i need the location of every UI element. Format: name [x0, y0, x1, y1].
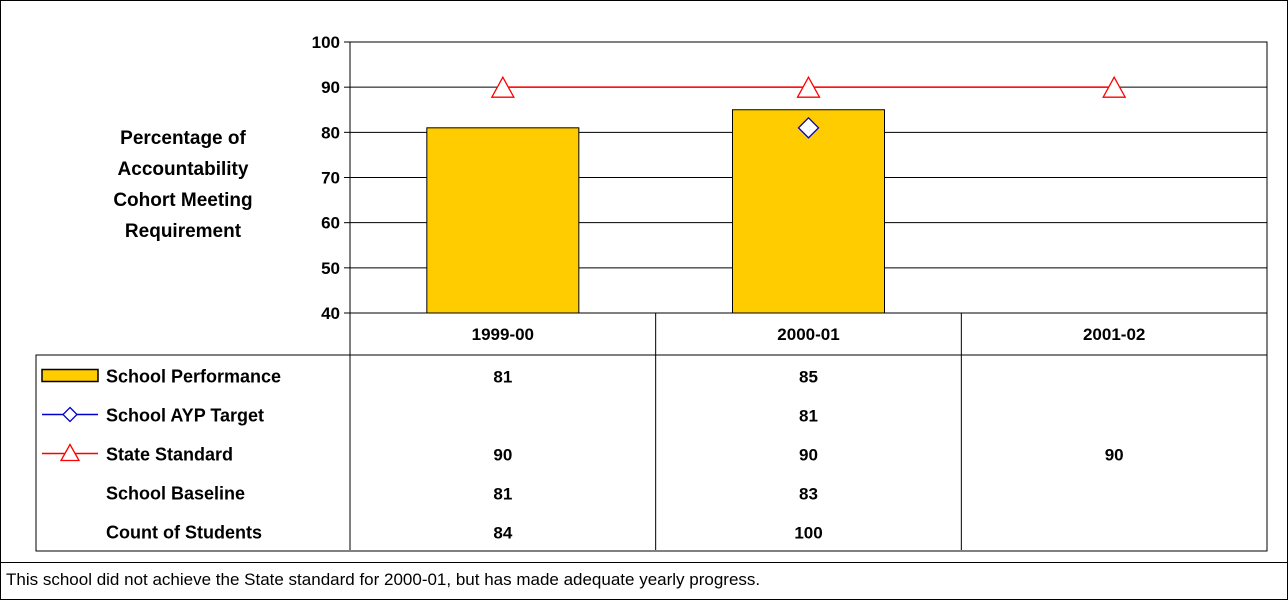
legend-marker-diamond [62, 406, 78, 423]
y-tick-label: 100 [312, 33, 340, 52]
table-row-label: School Performance [106, 367, 281, 387]
chart: 40 50 60 70 80 90 100 Percentage of Accountabili… [35, 33, 1268, 552]
table-cell-value: 90 [1105, 446, 1124, 465]
footnote-box: This school did not achieve the State st… [0, 562, 1288, 601]
y-axis-title-line: Percentage of [120, 128, 246, 149]
table-cell-value: 81 [493, 485, 512, 504]
legend-marker-triangle [59, 443, 81, 462]
y-tick-label: 90 [321, 78, 340, 97]
y-tick-label: 60 [321, 214, 340, 233]
marker-school-ayp-target [797, 116, 820, 139]
table-cell-value: 83 [799, 485, 818, 504]
y-axis-title-line: Cohort Meeting [113, 190, 252, 211]
y-tick-label: 70 [321, 169, 340, 188]
y-axis-title-line: Accountability [118, 159, 249, 180]
table-cell-value: 85 [799, 368, 818, 387]
y-tick-label: 40 [321, 304, 340, 323]
y-tick-label: 80 [321, 123, 340, 142]
table-cell-value: 100 [794, 524, 822, 543]
table-cell-value: 81 [799, 407, 818, 426]
table-cell-value: 81 [493, 368, 512, 387]
table-row-label: State Standard [106, 445, 233, 465]
marker-state-standard [1102, 75, 1127, 98]
x-category-label: 2000-01 [777, 325, 839, 344]
data-table-border [35, 354, 1268, 552]
table-cell-value: 90 [799, 446, 818, 465]
marker-state-standard [796, 75, 821, 98]
bar-school-performance [426, 127, 580, 314]
x-category-label: 1999-00 [472, 325, 534, 344]
x-category-label: 2001-02 [1083, 325, 1145, 344]
table-cell-value: 84 [493, 524, 512, 543]
y-axis-title-line: Requirement [125, 221, 242, 242]
y-tick-label: 50 [321, 259, 340, 278]
table-row-label: Count of Students [106, 523, 262, 543]
table-row-label: School AYP Target [106, 406, 264, 426]
table-cell-value: 90 [493, 446, 512, 465]
marker-state-standard [490, 75, 515, 98]
legend-swatch-bar [41, 368, 99, 383]
table-row-label: School Baseline [106, 484, 245, 504]
bar-school-performance [732, 109, 885, 314]
plot-area-border [349, 41, 1268, 314]
footnote-text: This school did not achieve the State st… [6, 570, 761, 589]
